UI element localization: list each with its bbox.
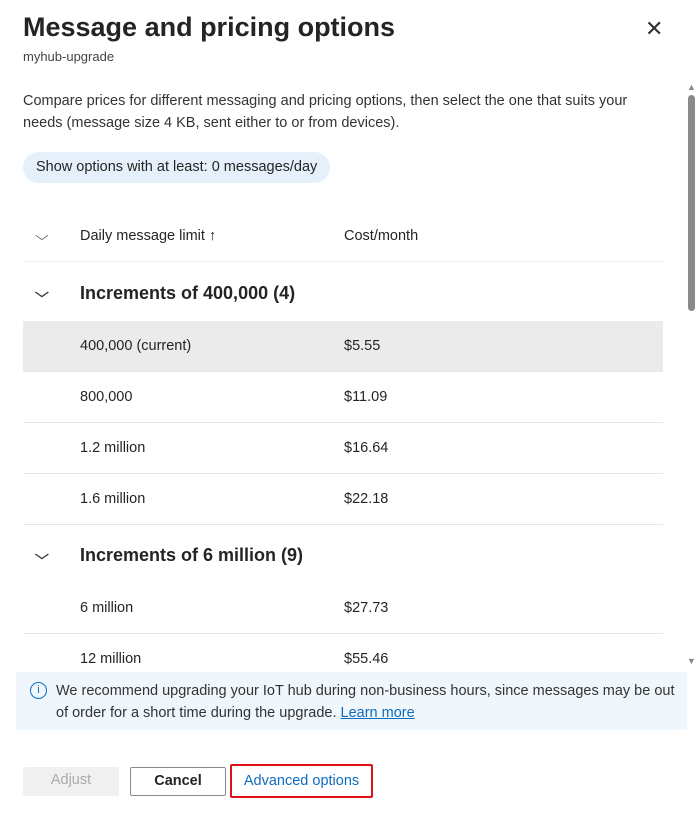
- scrollbar[interactable]: ▲ ▼: [686, 80, 698, 670]
- scrollbar-thumb[interactable]: [688, 95, 695, 311]
- options-scroll-area: Compare prices for different messaging a…: [0, 80, 684, 668]
- column-daily-limit[interactable]: Daily message limit ↑: [80, 228, 217, 244]
- table-header: ⌵ Daily message limit ↑ Cost/month: [23, 220, 663, 262]
- learn-more-link[interactable]: Learn more: [340, 705, 415, 721]
- chevron-down-icon[interactable]: ⌵: [35, 547, 49, 562]
- scroll-down-arrow-icon[interactable]: ▼: [687, 656, 696, 666]
- description: Compare prices for different messaging a…: [23, 93, 628, 131]
- table-row[interactable]: 1.6 million $22.18: [23, 474, 663, 525]
- close-icon[interactable]: ✕: [645, 16, 664, 41]
- group-header[interactable]: ⌵ Increments of 6 million (9): [23, 530, 663, 580]
- table-row[interactable]: 800,000 $11.09: [23, 372, 663, 423]
- table-row[interactable]: 1.2 million $16.64: [23, 423, 663, 474]
- panel-title: Message and pricing options: [23, 12, 396, 42]
- cancel-button[interactable]: Cancel: [130, 767, 226, 796]
- chevron-down-icon[interactable]: ⌵: [35, 285, 49, 300]
- table-row[interactable]: 6 million $27.73: [23, 583, 663, 634]
- table-row[interactable]: 12 million $55.46: [23, 634, 663, 668]
- scroll-up-arrow-icon[interactable]: ▲: [687, 82, 696, 92]
- panel-subtitle: myhub-upgrade: [23, 49, 115, 64]
- info-banner: i We recommend upgrading your IoT hub du…: [16, 672, 687, 730]
- collapse-all-chevron-icon[interactable]: ⌵: [35, 228, 49, 243]
- column-cost[interactable]: Cost/month: [344, 228, 419, 244]
- info-icon: i: [30, 682, 47, 699]
- advanced-options-button[interactable]: Advanced options: [230, 764, 373, 798]
- table-row[interactable]: 400,000 (current) $5.55: [23, 321, 663, 372]
- filter-pill[interactable]: Show options with at least: 0 messages/d…: [23, 152, 331, 183]
- adjust-button[interactable]: Adjust: [23, 767, 119, 796]
- group-header[interactable]: ⌵ Increments of 400,000 (4): [23, 268, 663, 318]
